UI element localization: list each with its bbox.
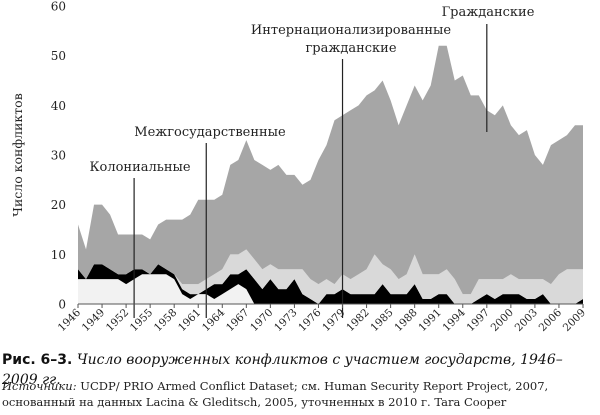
x-tick-label: 2003	[513, 307, 540, 334]
annotation-label: Интернационализированные	[251, 23, 451, 38]
area-series-3	[78, 249, 583, 304]
x-tick-label: 1982	[344, 307, 371, 334]
annotation-label: Гражданские	[442, 5, 535, 20]
figure-caption: Рис. 6–3. Число вооруженных конфликтов с…	[2, 350, 598, 390]
x-tick-label: 1994	[440, 306, 468, 334]
y-axis-label: Число конфликтов	[10, 93, 25, 216]
x-tick-label: 1949	[80, 307, 107, 334]
caption-label: Рис. 6–3.	[2, 352, 73, 368]
x-tick-label: 1952	[104, 307, 131, 334]
stacked-area-layers	[78, 45, 583, 304]
area-series-1	[78, 274, 583, 304]
figure-sources: Источники: UCDP/ PRIO Armed Conflict Dat…	[2, 378, 598, 410]
x-tick-label: 2000	[489, 307, 516, 334]
area-series-4	[78, 45, 583, 295]
sources-text: UCDP/ PRIO Armed Conflict Dataset; см. H…	[2, 379, 549, 409]
x-tick-label: 1958	[152, 307, 179, 334]
conflicts-area-chart: Колониальные Межгосударственные Интернацио…	[10, 0, 588, 334]
y-tick-label: 10	[51, 248, 66, 262]
annotations: Колониальные Межгосударственные Интернацио…	[89, 5, 535, 318]
annotation-label-line2: гражданские	[305, 41, 396, 56]
y-tick-label: 40	[51, 99, 66, 113]
y-tick-label: 50	[51, 49, 66, 63]
x-tick-label: 2006	[537, 306, 565, 334]
caption-text: Число вооруженных конфликтов с участием …	[2, 352, 563, 388]
y-tick-label: 0	[58, 298, 66, 312]
x-tick-label: 1979	[320, 307, 347, 334]
x-tick-label: 2009	[561, 307, 588, 334]
sources-label: Источники:	[2, 379, 77, 393]
annotation-label: Межгосударственные	[134, 125, 286, 140]
y-tick-label: 30	[51, 149, 66, 163]
area-series-2	[78, 264, 583, 304]
x-tick-label: 1997	[465, 307, 492, 334]
y-tick-label: 20	[51, 198, 66, 212]
x-tick-label: 1970	[248, 307, 275, 334]
x-tick-label: 1967	[224, 307, 251, 334]
x-tick-label: 1973	[272, 307, 299, 334]
annotation-label: Колониальные	[89, 160, 190, 175]
x-tick-label: 1991	[416, 307, 443, 334]
x-tick-label: 1988	[392, 307, 419, 334]
y-tick-label: 60	[51, 0, 66, 14]
x-tick-label: 1985	[368, 307, 395, 334]
x-tick-label: 1976	[296, 306, 324, 334]
x-tick-label: 1955	[128, 307, 155, 334]
x-tick-label: 1961	[176, 307, 203, 334]
x-tick-label: 1964	[200, 306, 228, 334]
